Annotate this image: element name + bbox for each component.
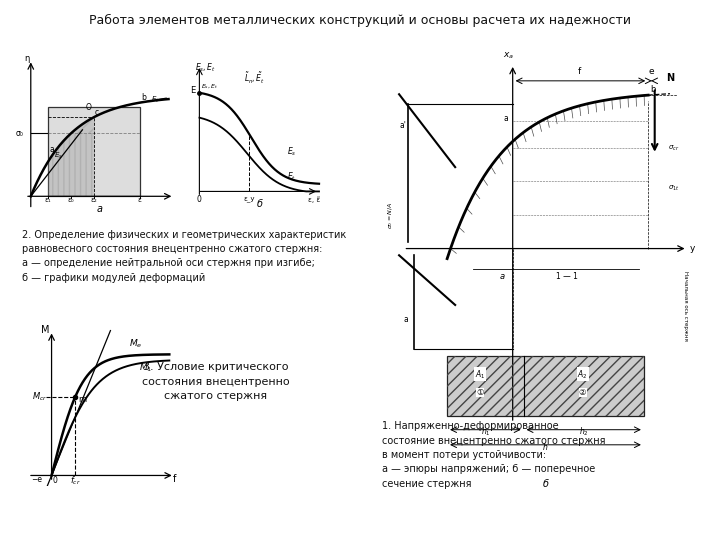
- Text: σ₀: σ₀: [16, 129, 24, 138]
- Text: 1 — 1: 1 — 1: [557, 272, 578, 281]
- Text: $E_s$: $E_s$: [287, 146, 297, 158]
- Text: E: E: [190, 86, 195, 95]
- Text: 3. Условие критического
состояния внецентренно
сжатого стержня: 3. Условие критического состояния внецен…: [142, 362, 290, 401]
- Text: y: y: [690, 244, 695, 253]
- Text: $E_s, E_t$: $E_s, E_t$: [195, 62, 216, 75]
- Text: $E_t$: $E_t$: [151, 94, 160, 105]
- Text: $A_2$: $A_2$: [577, 368, 588, 381]
- Text: 2. Определение физических и геометрических характеристик
равновесного состояния : 2. Определение физических и геометрическ…: [22, 230, 346, 283]
- Bar: [48, 106, 140, 197]
- Text: $f_{cr}$: $f_{cr}$: [70, 474, 81, 487]
- Text: Работа элементов металлических конструкций и основы расчета их надежности: Работа элементов металлических конструкц…: [89, 14, 631, 26]
- Text: O: O: [86, 103, 91, 112]
- Text: $E_s$: $E_s$: [54, 151, 63, 161]
- Text: Начальная ось стержня: Начальная ось стержня: [683, 271, 688, 341]
- Text: б: б: [256, 199, 262, 210]
- Text: η: η: [24, 54, 30, 63]
- Text: $\sigma_{cr}$: $\sigma_{cr}$: [668, 143, 679, 152]
- Text: 0: 0: [53, 476, 58, 485]
- Text: $M_e$: $M_e$: [129, 338, 142, 350]
- Text: a: a: [403, 315, 408, 325]
- Text: $h_2$: $h_2$: [579, 426, 588, 438]
- Text: N: N: [665, 73, 674, 83]
- Text: ε₀: ε₀: [68, 197, 74, 204]
- Text: $h$: $h$: [542, 441, 549, 452]
- Text: f: f: [173, 474, 176, 484]
- Text: f: f: [578, 67, 582, 76]
- Text: c: c: [95, 108, 99, 117]
- Text: a: a: [49, 145, 54, 154]
- Text: $\sigma_0 = N/A$: $\sigma_0 = N/A$: [386, 201, 395, 228]
- Text: $\sigma_{1t}$: $\sigma_{1t}$: [668, 184, 680, 193]
- Text: $A_1$: $A_1$: [474, 368, 485, 381]
- Text: ε, ε̃: ε, ε̃: [308, 196, 320, 202]
- Text: e: e: [648, 67, 654, 76]
- Text: ②: ②: [579, 388, 586, 397]
- Text: $E_t$: $E_t$: [287, 171, 296, 184]
- Text: ε₂: ε₂: [91, 197, 97, 204]
- Text: m: m: [78, 395, 86, 404]
- Text: $\tilde{L}_n, \tilde{E}_t$: $\tilde{L}_n, \tilde{E}_t$: [243, 71, 265, 86]
- Text: b: b: [141, 93, 146, 103]
- Text: ε₁: ε₁: [45, 197, 51, 204]
- Text: 0: 0: [197, 195, 202, 204]
- Text: $x_a$: $x_a$: [503, 50, 514, 61]
- Bar: [447, 356, 644, 416]
- Text: a: a: [504, 114, 509, 123]
- Text: ε_y: ε_y: [243, 197, 255, 202]
- Text: b: b: [650, 85, 656, 94]
- Text: $E_s, E_t$: $E_s, E_t$: [202, 82, 219, 91]
- Text: а: а: [96, 204, 103, 214]
- Text: a: a: [499, 272, 504, 281]
- Text: ①: ①: [476, 388, 484, 397]
- Text: ε: ε: [138, 197, 142, 204]
- Text: $M_1$: $M_1$: [140, 361, 153, 374]
- Text: $M_{cr}$: $M_{cr}$: [32, 391, 48, 403]
- Bar: [447, 356, 644, 416]
- Text: $h_1$: $h_1$: [480, 426, 490, 438]
- Text: −e: −e: [31, 475, 42, 484]
- Text: 1. Напряженно-деформированное
состояние внецентренно сжатого стержня
в момент по: 1. Напряженно-деформированное состояние …: [382, 421, 605, 489]
- Text: a': a': [399, 121, 406, 130]
- Text: M: M: [41, 325, 50, 335]
- Text: б: б: [542, 479, 549, 489]
